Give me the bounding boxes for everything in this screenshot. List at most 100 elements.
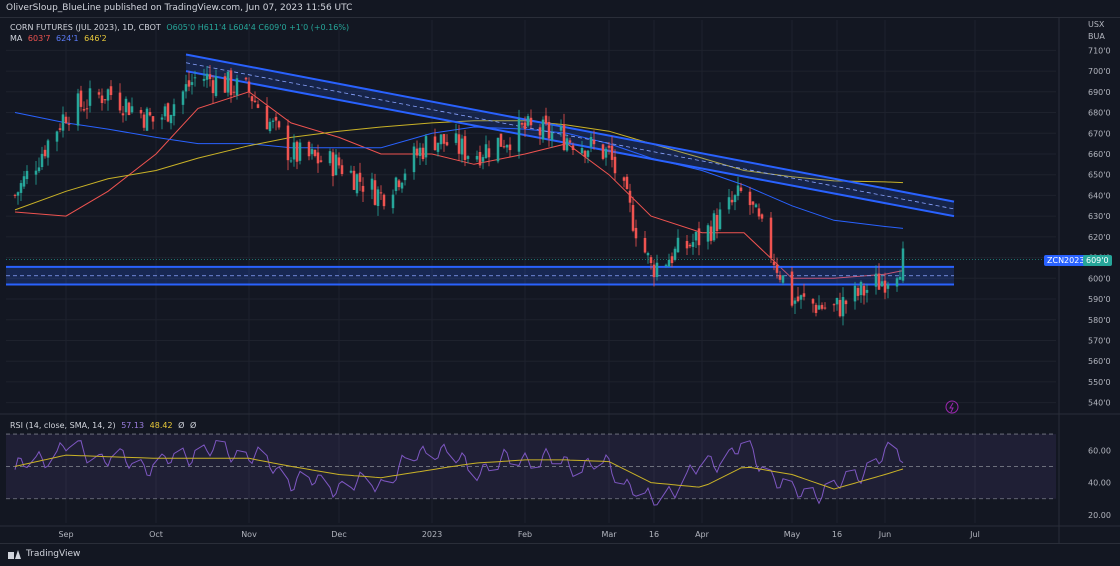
candle-body xyxy=(235,78,239,96)
candle-body xyxy=(307,141,311,157)
time-tick-label: Mar xyxy=(601,530,617,539)
legend-ma-mid: 624'1 xyxy=(56,34,79,43)
candle xyxy=(187,71,191,91)
candle-body xyxy=(781,275,785,283)
candle xyxy=(379,185,383,200)
candle-body xyxy=(310,149,314,155)
candle xyxy=(43,145,47,159)
candle-body xyxy=(244,77,248,80)
candle xyxy=(463,130,467,167)
candles xyxy=(13,65,905,326)
candle-body xyxy=(544,115,548,124)
candle-body xyxy=(649,257,653,264)
candle-body xyxy=(25,170,29,180)
candle xyxy=(16,191,20,205)
flash-icon-ring xyxy=(945,400,959,414)
candle xyxy=(235,74,239,100)
candle-body xyxy=(484,144,488,158)
candle-body xyxy=(376,189,380,206)
candle-body xyxy=(715,215,719,232)
candle-body xyxy=(373,180,377,205)
candle-body xyxy=(208,74,212,80)
candle xyxy=(58,123,62,133)
candle xyxy=(646,251,650,264)
candle xyxy=(790,266,794,308)
price-tick-label: 560'0 xyxy=(1088,357,1111,366)
candle xyxy=(607,142,611,155)
candle-body xyxy=(250,96,254,102)
candle xyxy=(799,294,803,309)
candle xyxy=(625,174,629,190)
candle-body xyxy=(754,204,758,208)
candle-body xyxy=(823,307,827,309)
candle xyxy=(166,102,170,123)
candle-body xyxy=(265,105,269,130)
candle-body xyxy=(205,73,209,80)
candle-body xyxy=(727,197,731,210)
candle-body xyxy=(67,123,71,125)
ma-line-1 xyxy=(14,91,904,279)
chart-area[interactable]: USX BUA 710'0 700'0 690'0 680'0 670'0 660'0 650'… xyxy=(0,17,1120,543)
candle xyxy=(862,283,866,305)
legend-title-row: CORN FUTURES (JUL 2023), 1D, CBOT O605'0… xyxy=(10,23,352,32)
time-tick-label: Dec xyxy=(331,530,346,539)
candle-body xyxy=(760,214,764,219)
candle-body xyxy=(793,300,797,304)
candle-body xyxy=(487,148,491,158)
legend-rsi-empty-1: Ø xyxy=(178,421,185,430)
candle-body xyxy=(757,208,761,217)
candle xyxy=(604,146,608,166)
candle-body xyxy=(844,300,848,305)
candle xyxy=(334,148,338,176)
candle xyxy=(718,202,722,231)
candle-body xyxy=(442,134,446,144)
time-tick-label: May xyxy=(784,530,801,539)
candle xyxy=(736,176,740,201)
candle xyxy=(883,272,887,300)
candle-body xyxy=(502,146,506,148)
legend-ohlc: O605'0 H611'4 L604'4 C609'0 +1'0 (+0.16%… xyxy=(166,23,350,32)
candle-body xyxy=(40,153,44,167)
candle xyxy=(208,65,212,87)
tradingview-brand[interactable]: TradingView xyxy=(8,549,80,559)
candle xyxy=(397,178,401,191)
candle-body xyxy=(286,125,290,161)
candle-body xyxy=(352,170,356,190)
candle-body xyxy=(862,285,866,296)
candle-body xyxy=(382,194,386,207)
candle xyxy=(499,133,503,148)
price-tick-label: 700'0 xyxy=(1088,67,1111,76)
candle-body xyxy=(592,139,596,145)
candle xyxy=(67,116,71,131)
candle xyxy=(688,243,692,249)
candle-body xyxy=(160,117,164,120)
candle-body xyxy=(880,281,884,287)
channel-fill xyxy=(186,54,954,217)
candle-body xyxy=(541,119,545,140)
legend-ma-slow: 646'2 xyxy=(84,34,107,43)
candle-body xyxy=(34,170,38,175)
candle xyxy=(559,119,563,137)
candle-body xyxy=(271,120,275,122)
candle xyxy=(811,298,815,313)
candle xyxy=(295,140,299,170)
candle xyxy=(517,109,521,159)
candle xyxy=(778,271,782,283)
candle-body xyxy=(64,116,68,124)
price-chart-svg[interactable]: USX BUA 710'0 700'0 690'0 680'0 670'0 660'0 650'… xyxy=(0,18,1120,543)
candle-body xyxy=(886,284,890,289)
candle-body xyxy=(391,194,395,209)
legend-rsi-value: 57.13 xyxy=(121,421,145,430)
candle xyxy=(676,229,680,253)
candle-body xyxy=(211,80,215,94)
candle xyxy=(649,255,653,270)
candle-body xyxy=(274,116,278,121)
candle-body xyxy=(706,225,710,242)
brand-name: TradingView xyxy=(26,549,81,559)
candle-body xyxy=(712,213,716,241)
candle-body xyxy=(508,144,512,151)
candle xyxy=(34,160,38,185)
candle-body xyxy=(289,160,293,162)
candle xyxy=(265,97,269,130)
tradingview-logo-icon xyxy=(8,549,22,559)
